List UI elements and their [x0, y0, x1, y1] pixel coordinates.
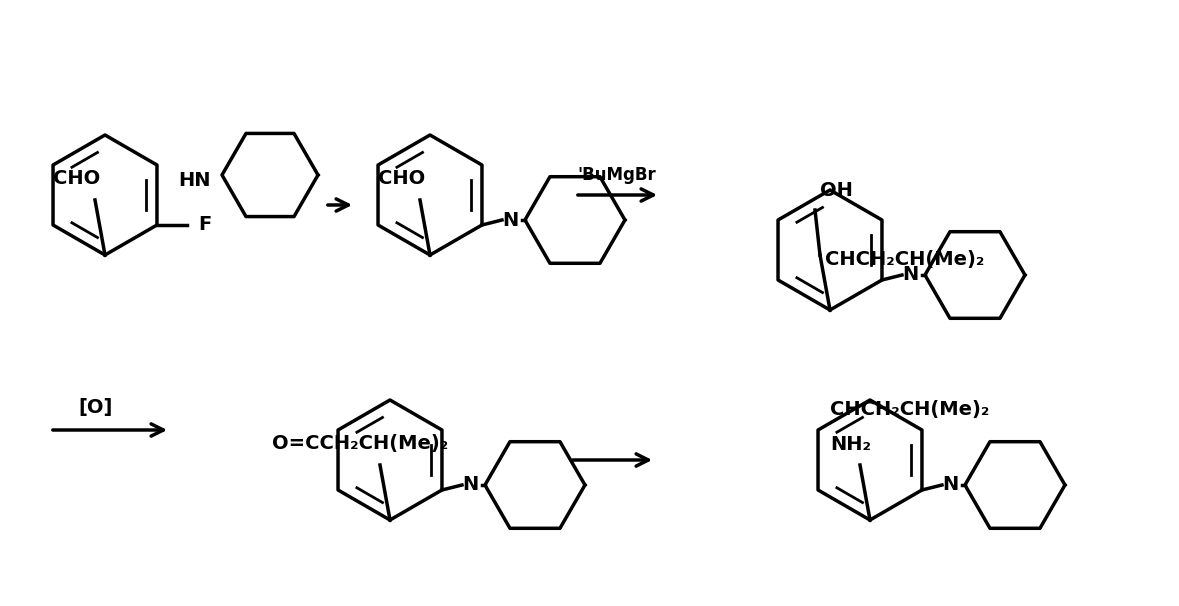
- Text: OH: OH: [821, 181, 852, 199]
- Text: HN: HN: [178, 170, 210, 190]
- Text: CHO: CHO: [53, 168, 100, 187]
- Text: NH₂: NH₂: [830, 436, 871, 454]
- Text: N: N: [462, 476, 479, 494]
- Text: N: N: [502, 210, 518, 230]
- Text: CHCH₂CH(Me)₂: CHCH₂CH(Me)₂: [825, 250, 984, 269]
- Text: [O]: [O]: [78, 399, 112, 418]
- Text: CHO: CHO: [378, 168, 426, 187]
- Text: O=CCH₂CH(Me)₂: O=CCH₂CH(Me)₂: [272, 433, 448, 453]
- Text: N: N: [902, 265, 918, 284]
- Text: CHCH₂CH(Me)₂: CHCH₂CH(Me)₂: [830, 401, 989, 419]
- Text: N: N: [942, 476, 959, 494]
- Text: F: F: [198, 216, 211, 235]
- Text: 'BuMgBr: 'BuMgBr: [578, 166, 657, 184]
